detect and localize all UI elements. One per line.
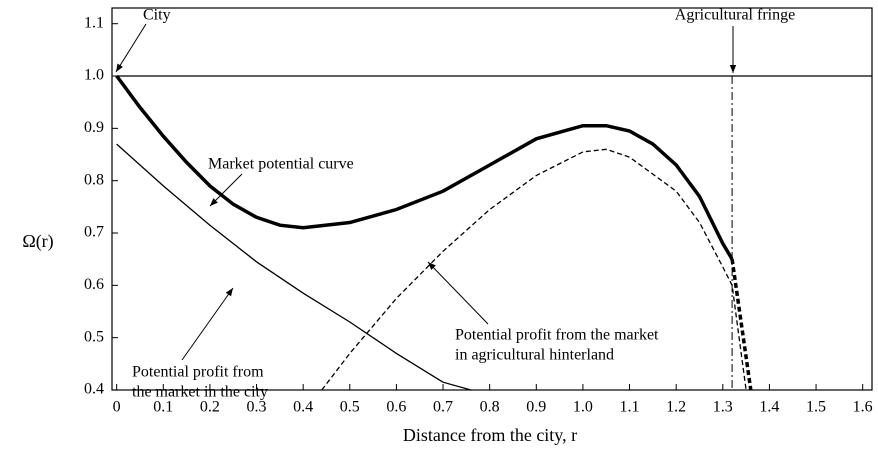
x-tick-label: 0.9 bbox=[526, 399, 546, 416]
annotation: Potential profit from the market bbox=[455, 327, 659, 344]
y-tick-label: 0.8 bbox=[84, 171, 104, 188]
annotation: Agricultural fringe bbox=[675, 7, 795, 24]
y-tick-label: 0.6 bbox=[84, 276, 104, 293]
annotation: City bbox=[143, 7, 171, 24]
y-tick-label: 0.7 bbox=[84, 224, 104, 241]
y-tick-label: 0.4 bbox=[84, 381, 104, 398]
annotation-arrow bbox=[115, 23, 147, 73]
annotation-arrow bbox=[427, 261, 489, 325]
x-tick-label: 1.5 bbox=[806, 399, 826, 416]
x-tick-label: 1.3 bbox=[713, 399, 733, 416]
annotation-arrow bbox=[181, 287, 234, 361]
x-tick-label: 0.5 bbox=[340, 399, 360, 416]
y-tick-label: 1.1 bbox=[84, 14, 104, 31]
annotation: the market in the city bbox=[132, 384, 268, 401]
x-tick-label: 0 bbox=[113, 399, 121, 416]
x-tick-label: 0.3 bbox=[247, 399, 267, 416]
x-tick-label: 0.7 bbox=[433, 399, 453, 416]
x-tick-label: 1.2 bbox=[666, 399, 686, 416]
x-tick-label: 1.4 bbox=[759, 399, 779, 416]
x-tick-label: 1.1 bbox=[620, 399, 640, 416]
line-series bbox=[115, 74, 734, 261]
x-tick-label: 0.6 bbox=[386, 399, 406, 416]
y-axis-label: Ω(r) bbox=[22, 231, 53, 252]
x-axis-label: Distance from the city, r bbox=[403, 425, 577, 445]
line-series bbox=[116, 143, 472, 391]
x-tick-label: 0.4 bbox=[293, 399, 313, 416]
x-tick-label: 1.0 bbox=[573, 399, 593, 416]
plot-frame bbox=[111, 7, 873, 391]
annotation-arrow bbox=[209, 173, 243, 207]
line-series bbox=[730, 258, 753, 391]
annotation: Market potential curve bbox=[208, 156, 354, 173]
y-tick-label: 0.9 bbox=[84, 119, 104, 136]
annotation: in agricultural hinterland bbox=[455, 347, 614, 364]
y-tick-label: 0.5 bbox=[84, 328, 104, 345]
line-series bbox=[321, 148, 747, 391]
x-tick-label: 0.1 bbox=[153, 399, 173, 416]
x-tick-label: 1.6 bbox=[853, 399, 873, 416]
x-tick-label: 0.2 bbox=[200, 399, 220, 416]
x-tick-label: 0.8 bbox=[480, 399, 500, 416]
y-tick-label: 1.0 bbox=[84, 67, 104, 84]
annotation: Potential profit from bbox=[132, 364, 264, 381]
